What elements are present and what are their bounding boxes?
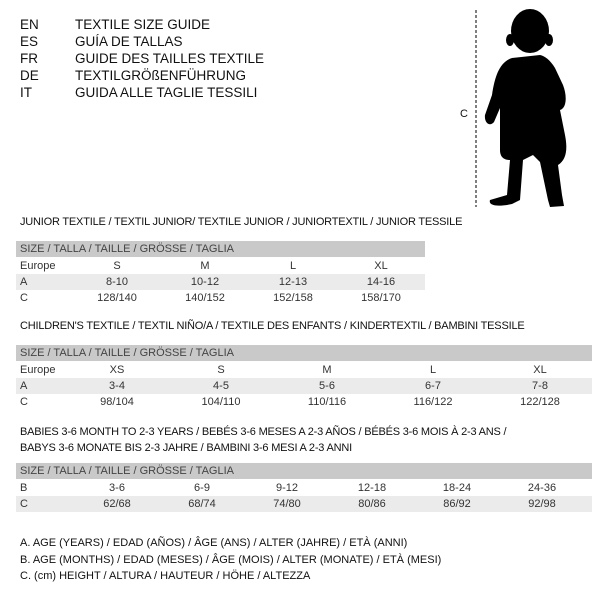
table-row: C 128/140 140/152 152/158 158/170 bbox=[16, 290, 425, 306]
cell: XL bbox=[533, 364, 547, 376]
lang-code: FR bbox=[20, 51, 38, 66]
cell: 18-24 bbox=[442, 482, 472, 494]
legend-a: A. AGE (YEARS) / EDAD (AÑOS) / ÂGE (ANS)… bbox=[20, 537, 408, 549]
table-row: B 3-6 6-9 9-12 12-18 18-24 24-36 bbox=[16, 480, 592, 496]
cell: 98/104 bbox=[100, 396, 134, 408]
cell: 128/140 bbox=[97, 292, 137, 304]
row-label: A bbox=[20, 380, 28, 392]
table-header: SIZE / TALLA / TAILLE / GRÖSSE / TAGLIA bbox=[16, 463, 592, 479]
legend-b: B. AGE (MONTHS) / EDAD (MESES) / ÂGE (MO… bbox=[20, 554, 442, 566]
cell: S bbox=[113, 260, 121, 272]
child-silhouette-icon bbox=[484, 9, 567, 207]
height-label: C bbox=[460, 108, 468, 120]
table-header: SIZE / TALLA / TAILLE / GRÖSSE / TAGLIA bbox=[16, 345, 592, 361]
row-label: Europe bbox=[20, 260, 56, 272]
babies-size-table: SIZE / TALLA / TAILLE / GRÖSSE / TAGLIA … bbox=[16, 463, 592, 512]
cell: 158/170 bbox=[361, 292, 401, 304]
cell: 122/128 bbox=[520, 396, 560, 408]
cell: 8-10 bbox=[105, 276, 129, 288]
cell: 68/74 bbox=[188, 498, 216, 510]
babies-title-line1: BABIES 3-6 MONTH TO 2-3 YEARS / BEBÉS 3-… bbox=[20, 426, 507, 438]
cell: 74/80 bbox=[273, 498, 301, 510]
cell: 140/152 bbox=[185, 292, 225, 304]
lang-title: GUIDA ALLE TAGLIE TESSILI bbox=[75, 85, 258, 100]
cell: 10-12 bbox=[190, 276, 220, 288]
language-titles: EN TEXTILE SIZE GUIDE ES GUÍA DE TALLAS FR… bbox=[20, 16, 280, 106]
cell: L bbox=[289, 260, 297, 272]
cell: XS bbox=[109, 364, 125, 376]
cell: S bbox=[217, 364, 225, 376]
cell: 6-9 bbox=[194, 482, 210, 494]
legend-c: C. (cm) HEIGHT / ALTURA / HAUTEUR / HÖHE… bbox=[20, 570, 311, 582]
cell: 12-18 bbox=[357, 482, 387, 494]
child-silhouette-figure bbox=[475, 9, 567, 207]
lang-code: DE bbox=[20, 68, 39, 83]
cell: 7-8 bbox=[532, 380, 548, 392]
lang-title: GUIDE DES TAILLES TEXTILE bbox=[75, 51, 265, 66]
cell: 24-36 bbox=[527, 482, 557, 494]
children-size-table: SIZE / TALLA / TAILLE / GRÖSSE / TAGLIA … bbox=[16, 345, 592, 410]
children-title: CHILDREN'S TEXTILE / TEXTIL NIÑO/A / TEX… bbox=[20, 320, 525, 332]
cell: 4-5 bbox=[213, 380, 229, 392]
cell: L bbox=[429, 364, 437, 376]
cell: 3-4 bbox=[109, 380, 125, 392]
row-label: C bbox=[20, 396, 28, 408]
lang-code: ES bbox=[20, 34, 39, 49]
cell: 3-6 bbox=[109, 482, 125, 494]
row-label: A bbox=[20, 276, 28, 288]
cell: XL bbox=[374, 260, 388, 272]
row-label: B bbox=[20, 482, 28, 494]
cell: 9-12 bbox=[275, 482, 299, 494]
table-row: C 98/104 104/110 110/116 116/122 122/128 bbox=[16, 394, 592, 410]
cell: 104/110 bbox=[201, 396, 241, 408]
row-label: C bbox=[20, 292, 28, 304]
junior-title: JUNIOR TEXTILE / TEXTIL JUNIOR/ TEXTILE … bbox=[20, 216, 463, 228]
cell: 62/68 bbox=[103, 498, 131, 510]
table-row: A 8-10 10-12 12-13 14-16 bbox=[16, 274, 425, 290]
cell: 14-16 bbox=[366, 276, 396, 288]
cell: 110/116 bbox=[307, 396, 347, 408]
cell: 5-6 bbox=[319, 380, 335, 392]
cell: M bbox=[200, 260, 210, 272]
cell: 86/92 bbox=[443, 498, 471, 510]
lang-title: TEXTILGRÖßENFÜHRUNG bbox=[75, 68, 247, 83]
table-row: C 62/68 68/74 74/80 80/86 86/92 92/98 bbox=[16, 496, 592, 512]
row-label: C bbox=[20, 498, 28, 510]
table-row: Europe S M L XL bbox=[16, 258, 425, 274]
lang-title: GUÍA DE TALLAS bbox=[75, 34, 183, 49]
lang-code: IT bbox=[20, 85, 32, 100]
junior-size-table: SIZE / TALLA / TAILLE / GRÖSSE / TAGLIA … bbox=[16, 241, 425, 306]
table-row: Europe XS S M L XL bbox=[16, 362, 592, 378]
lang-code: EN bbox=[20, 17, 39, 32]
lang-title: TEXTILE SIZE GUIDE bbox=[75, 17, 211, 32]
cell: 116/122 bbox=[413, 396, 453, 408]
cell: 92/98 bbox=[528, 498, 556, 510]
table-header: SIZE / TALLA / TAILLE / GRÖSSE / TAGLIA bbox=[16, 241, 425, 257]
cell: 12-13 bbox=[278, 276, 308, 288]
row-label: Europe bbox=[20, 364, 56, 376]
cell: 80/86 bbox=[358, 498, 386, 510]
cell: 6-7 bbox=[425, 380, 441, 392]
cell: 152/158 bbox=[273, 292, 313, 304]
babies-title-line2: BABYS 3-6 MONATE BIS 2-3 JAHRE / BAMBINI… bbox=[20, 442, 352, 454]
table-row: A 3-4 4-5 5-6 6-7 7-8 bbox=[16, 378, 592, 394]
cell: M bbox=[322, 364, 332, 376]
